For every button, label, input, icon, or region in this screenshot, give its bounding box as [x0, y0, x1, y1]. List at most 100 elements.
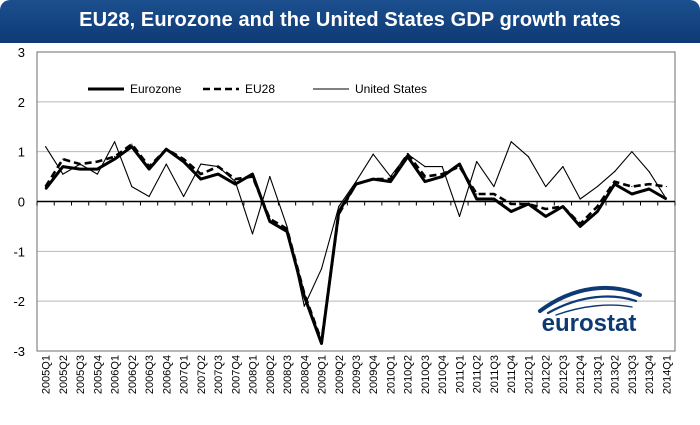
x-tick-label: 2012Q2 — [541, 355, 553, 394]
data-point — [113, 158, 116, 160]
data-point — [269, 220, 271, 223]
data-point — [200, 178, 202, 180]
data-point — [424, 180, 426, 183]
x-tick-label: 2008Q3 — [282, 355, 294, 394]
x-tick-label: 2005Q4 — [92, 355, 104, 394]
data-point — [251, 175, 254, 178]
data-point — [441, 173, 443, 175]
data-point — [493, 198, 495, 200]
data-point — [665, 185, 667, 188]
data-point — [62, 173, 64, 175]
data-point — [562, 166, 564, 168]
data-point — [407, 153, 409, 155]
data-point — [182, 161, 185, 163]
chart-background — [0, 43, 700, 425]
legend-label: EU28 — [245, 82, 275, 96]
data-point — [527, 156, 530, 158]
x-tick-label: 2012Q4 — [575, 355, 587, 394]
data-point — [665, 198, 667, 200]
data-point — [251, 173, 254, 175]
data-point — [389, 178, 392, 180]
x-tick-label: 2006Q2 — [127, 355, 139, 394]
x-tick-label: 2010Q2 — [403, 355, 415, 394]
x-tick-label: 2009Q4 — [368, 355, 380, 394]
data-point — [338, 205, 340, 208]
plot-area: -3 -2 -1 0 1 2 3 2005Q1 2005Q2 2005Q3 2005Q4 2006Q1… — [0, 43, 700, 425]
x-tick-label: 2013Q4 — [644, 355, 656, 394]
y-tick-label: 2 — [18, 95, 25, 110]
x-tick-label: 2011Q1 — [454, 355, 466, 393]
data-point — [424, 166, 426, 168]
data-point — [113, 141, 116, 143]
y-tick-label: -2 — [13, 294, 25, 309]
x-tick-label: 2011Q2 — [472, 355, 484, 393]
data-point — [148, 168, 150, 170]
x-tick-label: 2007Q1 — [179, 355, 191, 394]
y-tick-label: 0 — [18, 195, 25, 210]
data-point — [131, 146, 133, 148]
data-point — [286, 230, 288, 232]
data-point — [579, 225, 581, 228]
data-point — [355, 183, 357, 185]
data-point — [389, 175, 392, 178]
data-point — [217, 173, 219, 175]
data-point — [338, 213, 340, 215]
eurostat-logo: eurostat — [538, 285, 642, 337]
x-tick-label: 2006Q4 — [161, 355, 173, 394]
data-point — [648, 171, 650, 173]
data-point — [96, 173, 98, 175]
data-point — [79, 163, 81, 165]
data-point — [510, 210, 512, 213]
title-banner: EU28, Eurozone and the United States GDP… — [0, 0, 700, 43]
data-point — [320, 340, 323, 342]
data-point — [62, 166, 64, 168]
x-tick-label: 2006Q3 — [144, 355, 156, 394]
data-point — [200, 163, 202, 165]
data-point — [269, 218, 271, 220]
data-point — [269, 175, 271, 178]
data-point — [476, 193, 478, 195]
line-chart: -3 -2 -1 0 1 2 3 2005Q1 2005Q2 2005Q3 2005Q4 2006Q1… — [0, 43, 700, 425]
data-point — [251, 233, 254, 235]
x-tick-label: 2012Q3 — [558, 355, 570, 394]
data-point — [79, 168, 81, 170]
y-tick-label: -1 — [13, 244, 25, 259]
x-tick-label: 2010Q3 — [420, 355, 432, 394]
x-tick-label: 2007Q4 — [230, 355, 242, 394]
x-tick-label: 2010Q1 — [385, 355, 397, 394]
data-point — [527, 203, 530, 205]
y-tick-label: -3 — [13, 344, 25, 359]
data-point — [234, 178, 236, 180]
y-tick-label: 1 — [18, 145, 25, 160]
chart-title: EU28, Eurozone and the United States GDP… — [79, 9, 621, 31]
x-tick-label: 2013Q3 — [627, 355, 639, 394]
x-tick-label: 2011Q3 — [489, 355, 501, 393]
data-point — [372, 153, 374, 155]
data-point — [631, 151, 633, 153]
data-point — [148, 166, 150, 168]
data-point — [596, 205, 599, 208]
x-tick-label: 2009Q3 — [351, 355, 363, 394]
data-point — [148, 195, 150, 198]
x-tick-label: 2013Q2 — [610, 355, 622, 394]
data-point — [217, 166, 219, 168]
series-lines — [44, 141, 668, 345]
x-tick-label: 2011Q4 — [506, 355, 518, 393]
data-point — [424, 175, 426, 178]
data-point — [45, 146, 47, 148]
data-point — [545, 185, 547, 188]
data-point — [286, 225, 288, 228]
x-tick-label: 2013Q1 — [592, 355, 604, 394]
data-point — [614, 171, 616, 173]
x-tick-label: 2005Q3 — [75, 355, 87, 394]
x-tick-label: 2005Q1 — [41, 355, 53, 394]
logo-swoosh — [546, 295, 638, 315]
data-point — [113, 156, 116, 158]
data-point — [355, 180, 357, 183]
legend-label: United States — [355, 82, 427, 96]
x-tick-label: 2012Q1 — [523, 355, 535, 394]
data-point — [441, 175, 443, 178]
x-tick-label: 2009Q1 — [317, 355, 329, 394]
data-point — [389, 180, 392, 183]
data-point — [631, 193, 633, 195]
